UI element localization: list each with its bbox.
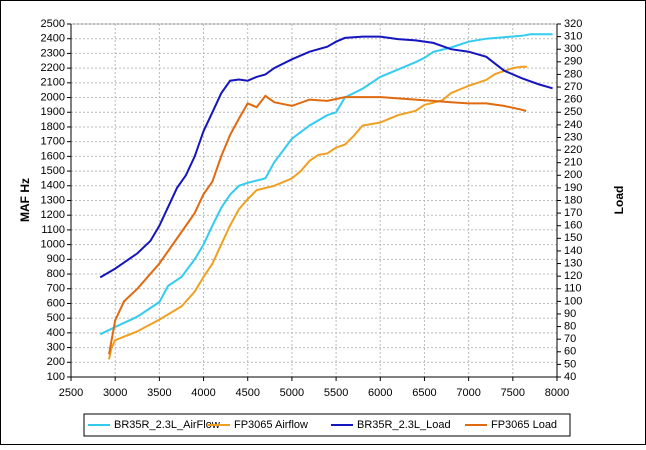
y2-tick-label: 170	[564, 207, 582, 219]
x-tick-label: 5500	[324, 387, 348, 399]
x-tick-label: 4500	[235, 387, 259, 399]
y2-tick-label: 80	[564, 320, 576, 332]
y-tick-label: 1800	[41, 121, 65, 133]
y-tick-label: 2200	[41, 62, 65, 74]
y2-tick-label: 260	[564, 94, 582, 106]
y2-tick-label: 70	[564, 333, 576, 345]
y-tick-label: 1100	[41, 224, 65, 236]
y2-tick-label: 50	[564, 358, 576, 370]
y-tick-label: 1500	[41, 165, 65, 177]
y2-tick-label: 320	[564, 18, 582, 30]
y2-tick-label: 280	[564, 68, 582, 80]
y-tick-label: 1900	[41, 106, 65, 118]
x-tick-label: 6000	[368, 387, 392, 399]
y2-tick-label: 230	[564, 131, 582, 143]
y-tick-label: 1400	[41, 180, 65, 192]
y2-tick-label: 250	[564, 106, 582, 118]
legend-label: BR35R_2.3L_Load	[357, 419, 451, 431]
y2-tick-label: 140	[564, 245, 582, 257]
y2-tick-label: 90	[564, 308, 576, 320]
y2-tick-label: 150	[564, 232, 582, 244]
y-tick-label: 800	[47, 268, 65, 280]
y-tick-label: 600	[47, 297, 65, 309]
y-tick-label: 700	[47, 283, 65, 295]
y-tick-label: 1000	[41, 239, 65, 251]
x-tick-label: 2500	[59, 387, 83, 399]
y-tick-label: 100	[47, 371, 65, 383]
y2-tick-label: 190	[564, 182, 582, 194]
y-axis-label: MAF Hz	[18, 178, 32, 222]
y2-tick-label: 220	[564, 144, 582, 156]
x-tick-label: 7000	[456, 387, 480, 399]
series-line	[108, 65, 527, 360]
y2-tick-label: 180	[564, 194, 582, 206]
x-tick-label: 4000	[191, 387, 215, 399]
y2-tick-label: 100	[564, 295, 582, 307]
y-tick-label: 2100	[41, 77, 65, 89]
legend-label: FP3065 Load	[491, 419, 557, 431]
y2-tick-label: 290	[564, 56, 582, 68]
y-tick-label: 900	[47, 253, 65, 265]
x-tick-label: 8000	[545, 387, 569, 399]
y-tick-label: 400	[47, 327, 65, 339]
y-tick-label: 500	[47, 312, 65, 324]
x-tick-label: 5000	[280, 387, 304, 399]
legend-label: FP3065 Airflow	[234, 419, 308, 431]
y-tick-label: 2300	[41, 47, 65, 59]
y2-tick-label: 300	[564, 43, 582, 55]
y-tick-label: 1700	[41, 136, 65, 148]
x-tick-label: 3000	[103, 387, 127, 399]
y2-tick-label: 240	[564, 119, 582, 131]
y-tick-label: 2000	[41, 91, 65, 103]
y2-tick-label: 200	[564, 169, 582, 181]
y2-tick-label: 120	[564, 270, 582, 282]
y-tick-label: 300	[47, 341, 65, 353]
y-tick-label: 200	[47, 356, 65, 368]
series-line	[99, 35, 553, 279]
x-tick-label: 7500	[501, 387, 525, 399]
y2-tick-label: 110	[564, 283, 582, 295]
y-tick-label: 1600	[41, 150, 65, 162]
y2-axis-label: Load	[612, 186, 626, 215]
y2-tick-label: 130	[564, 257, 582, 269]
y2-tick-label: 210	[564, 157, 582, 169]
y2-tick-label: 160	[564, 220, 582, 232]
legend-label: BR35R_2.3L_AirFlow	[114, 419, 220, 431]
y2-tick-label: 310	[564, 31, 582, 43]
y2-tick-label: 60	[564, 346, 576, 358]
y2-tick-label: 40	[564, 371, 576, 383]
y-tick-label: 2500	[41, 18, 65, 30]
x-tick-label: 3500	[147, 387, 171, 399]
y-tick-label: 2400	[41, 33, 65, 45]
y-tick-label: 1300	[41, 194, 65, 206]
series-line	[108, 94, 527, 355]
series-line	[99, 33, 553, 336]
x-tick-label: 6500	[412, 387, 436, 399]
y-tick-label: 1200	[41, 209, 65, 221]
y2-tick-label: 270	[564, 81, 582, 93]
legend	[83, 413, 571, 437]
